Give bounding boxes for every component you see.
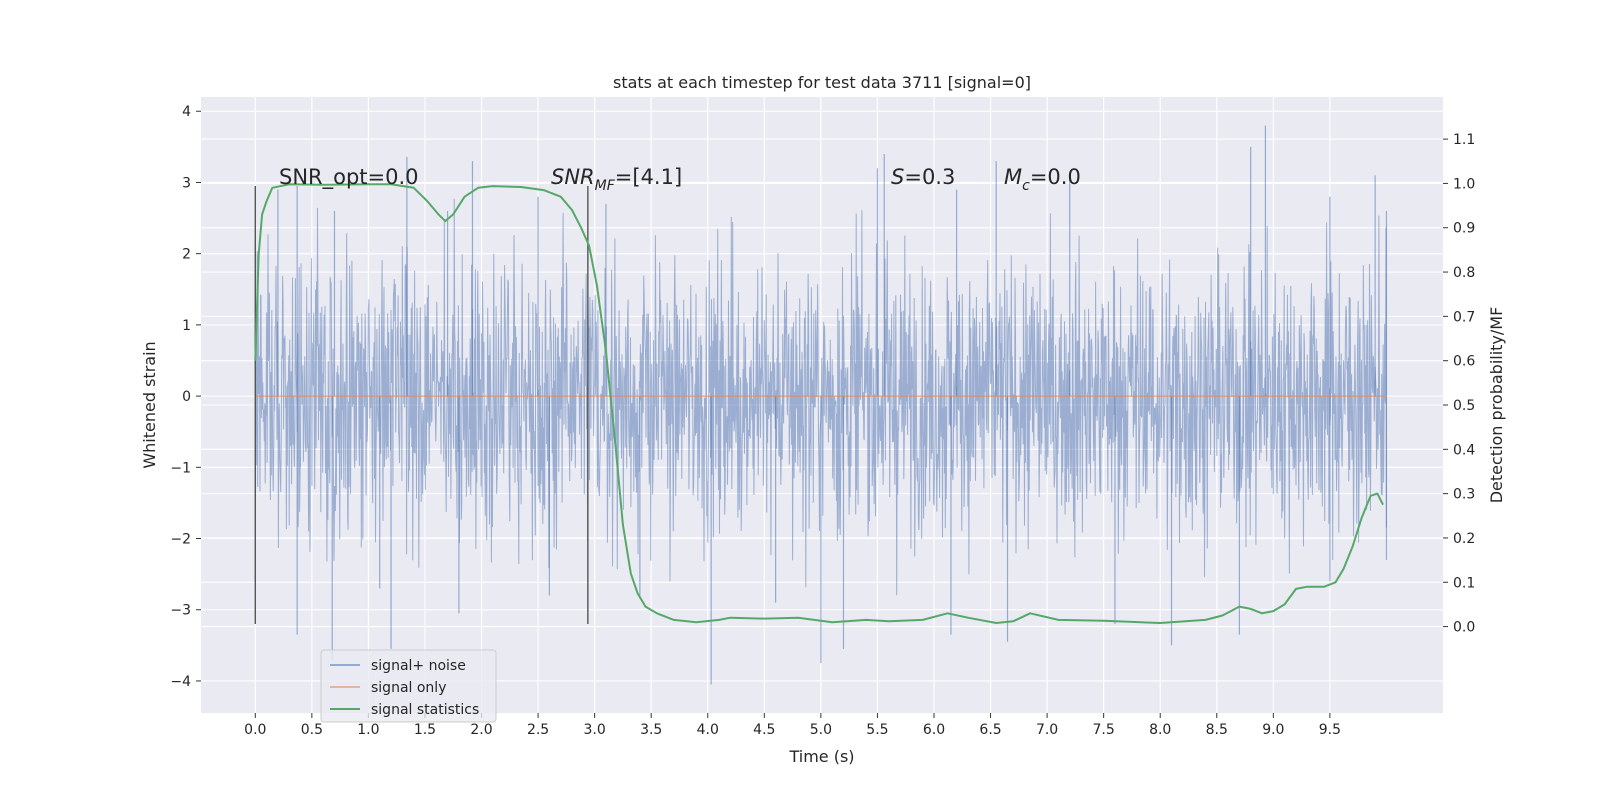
chart-title: stats at each timestep for test data 371… — [613, 73, 1031, 92]
y-tick-label-right-0: 0.0 — [1453, 620, 1475, 636]
y-tick-label-right-1: 0.1 — [1453, 575, 1475, 591]
legend-label-0: signal+ noise — [371, 658, 466, 674]
y-axis-ticks-right: 0.0 0.1 0.2 0.3 0.4 0.5 0.6 0.7 0.8 0.9 1.0 1.1 — [1443, 132, 1475, 636]
annotation-s-value: =0.3 — [904, 165, 955, 189]
x-tick-label-9: 4.5 — [753, 722, 775, 738]
signal-statistics-line — [254, 183, 1384, 624]
y-tick-label-left-6: 2 — [182, 247, 191, 263]
annotation-snr-mf-main: SNR — [551, 165, 595, 189]
annotation-snr-mf-sub: MF — [595, 178, 616, 194]
x-axis-ticks: 0.0 0.5 1.0 1.5 2.0 2.5 3.0 3.5 4.0 4.5 5.0 5.5 6.0 6… — [244, 713, 1341, 738]
y-tick-label-left-4: 0 — [182, 389, 191, 405]
x-tick-label-2: 1.0 — [357, 722, 379, 738]
x-tick-label-10: 5.0 — [810, 722, 832, 738]
y-tick-label-right-7: 0.7 — [1453, 309, 1475, 325]
y-tick-label-right-6: 0.6 — [1453, 354, 1475, 370]
annotation-mc-sub: c — [1022, 178, 1030, 194]
y-tick-label-right-2: 0.2 — [1453, 531, 1475, 547]
vertical-marker-lines — [254, 186, 589, 624]
annotation-s-main: S — [891, 165, 904, 189]
annotation-snr-mf: SNRMF=[4.1] — [551, 165, 682, 194]
annotation-s: S=0.3 — [891, 165, 955, 189]
y-tick-label-left-2: −2 — [170, 532, 191, 548]
annotation-mc-value: =0.0 — [1030, 165, 1081, 189]
legend-box — [320, 649, 497, 723]
x-tick-label-17: 8.5 — [1206, 722, 1228, 738]
y-tick-label-left-3: −1 — [170, 460, 191, 476]
annotation-snr-mf-value: =[4.1] — [615, 165, 682, 189]
annotation-mc-main: M — [1004, 165, 1022, 189]
annotation-mc: Mc=0.0 — [1004, 165, 1081, 194]
legend: signal+ noise signal only signal statistic… — [320, 649, 497, 723]
y-tick-label-right-11: 1.1 — [1453, 132, 1475, 148]
y-tick-label-left-1: −3 — [170, 603, 191, 619]
x-tick-label-4: 2.0 — [470, 722, 492, 738]
y-tick-label-left-7: 3 — [182, 175, 191, 191]
legend-label-2: signal statistics — [371, 702, 479, 718]
x-tick-label-5: 2.5 — [527, 722, 549, 738]
x-tick-label-14: 7.0 — [1036, 722, 1058, 738]
signal-noise-series — [254, 125, 1388, 685]
y-tick-label-right-10: 1.0 — [1453, 176, 1475, 192]
y-tick-label-right-9: 0.9 — [1453, 221, 1475, 237]
annotations: SNR_opt=0.0 SNRMF=[4.1] S=0.3 Mc=0.0 — [279, 165, 1081, 194]
x-tick-label-3: 1.5 — [414, 722, 436, 738]
x-tick-label-19: 9.5 — [1319, 722, 1341, 738]
x-tick-label-15: 7.5 — [1093, 722, 1115, 738]
y-tick-label-right-5: 0.5 — [1453, 398, 1475, 414]
y-tick-label-left-5: 1 — [182, 318, 191, 334]
x-tick-label-12: 6.0 — [923, 722, 945, 738]
x-tick-label-6: 3.0 — [584, 722, 606, 738]
annotation-snr-opt: SNR_opt=0.0 — [279, 165, 419, 190]
y-tick-label-left-8: 4 — [182, 104, 191, 120]
x-axis-label: Time (s) — [788, 747, 854, 766]
signal-statistics-series — [254, 183, 1384, 624]
x-tick-label-1: 0.5 — [301, 722, 323, 738]
x-tick-label-18: 9.0 — [1262, 722, 1284, 738]
y-axis-label-right: Detection probability/MF — [1487, 307, 1506, 504]
y-tick-label-left-0: −4 — [170, 674, 191, 690]
y-tick-label-right-3: 0.3 — [1453, 487, 1475, 503]
y-tick-label-right-8: 0.8 — [1453, 265, 1475, 281]
y-axis-ticks-left: −4 −3 −2 −1 0 1 2 3 4 — [170, 104, 201, 690]
x-tick-label-13: 6.5 — [979, 722, 1001, 738]
x-tick-label-16: 8.0 — [1149, 722, 1171, 738]
y-tick-label-right-4: 0.4 — [1453, 442, 1475, 458]
x-tick-label-11: 5.5 — [866, 722, 888, 738]
y-axis-label-left: Whitened strain — [140, 341, 159, 468]
x-tick-label-0: 0.0 — [244, 722, 266, 738]
legend-label-1: signal only — [371, 680, 446, 696]
x-tick-label-7: 3.5 — [640, 722, 662, 738]
x-tick-label-8: 4.0 — [697, 722, 719, 738]
